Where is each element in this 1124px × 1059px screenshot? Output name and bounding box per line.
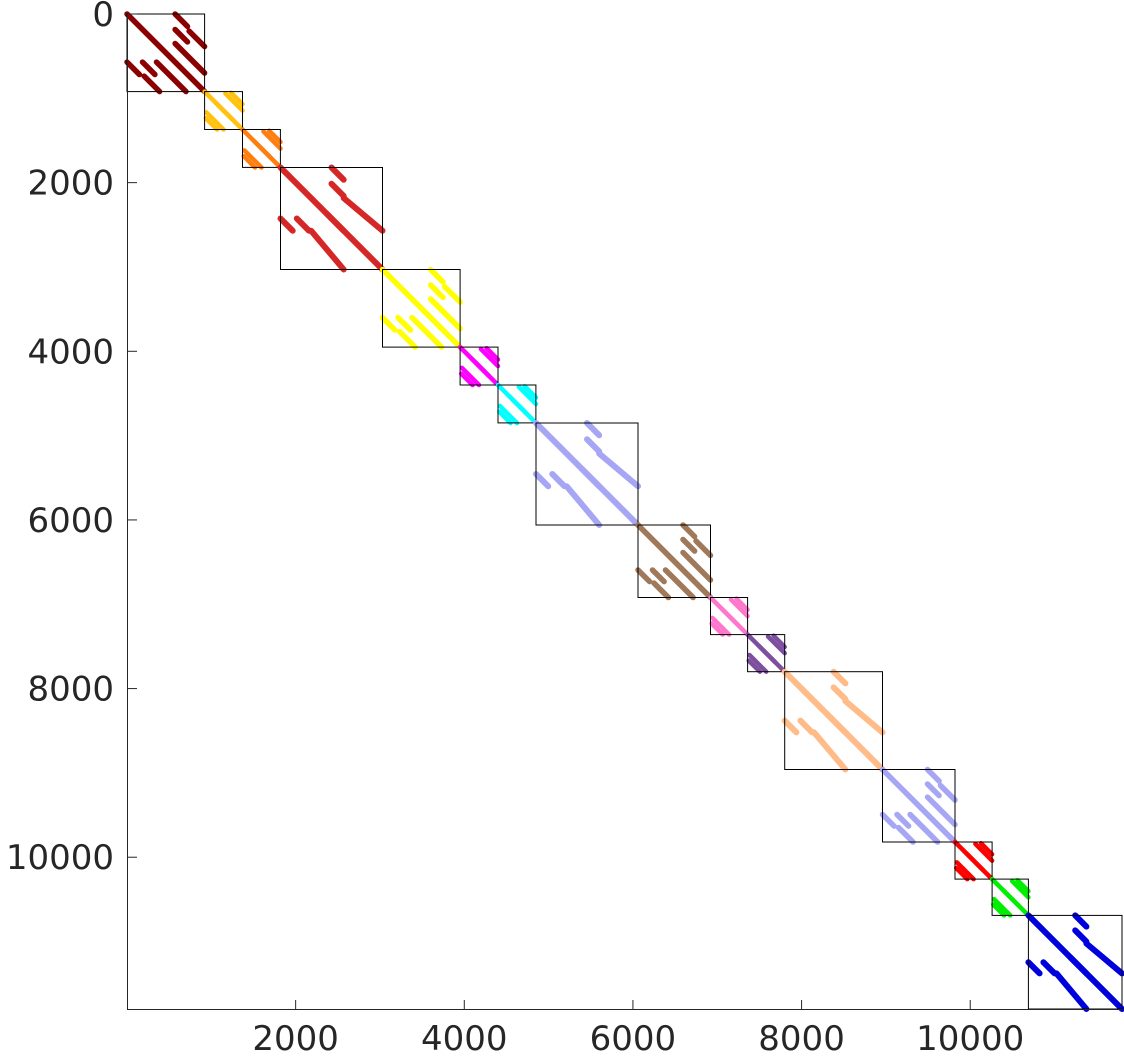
block-12-nonzero-band-6 [800, 721, 812, 733]
block-13-nonzero-band-7 [897, 815, 909, 827]
block-11-nonzero-band-6 [759, 646, 776, 663]
block-5-nonzero-band-9 [400, 332, 416, 348]
block-13-nonzero-band-3 [928, 784, 940, 796]
block-13-nonzero-band-2 [928, 770, 940, 782]
block-5-nonzero-band-2 [431, 270, 443, 282]
block-1-nonzero-band-6 [127, 62, 139, 74]
block-13-nonzero-band-6 [883, 815, 895, 827]
diagonal-block-4 [281, 168, 383, 270]
block-9-nonzero-band-3 [683, 540, 695, 552]
block-5-nonzero-band-6 [383, 318, 395, 330]
block-5-nonzero-band-1 [383, 270, 461, 348]
block-8-nonzero-band-2 [587, 423, 599, 435]
block-8-nonzero-band-7 [567, 486, 600, 525]
block-4-nonzero-band-8 [326, 213, 343, 230]
block-4-nonzero-band-5 [281, 219, 293, 231]
diagonal-block-11 [748, 635, 785, 672]
y-tick-label: 2000 [27, 164, 114, 204]
block-9-nonzero-band-5 [696, 541, 711, 556]
y-tick-labels: 0 2000 4000 6000 8000 10000 [6, 0, 137, 878]
block-16-nonzero-band-7 [1057, 973, 1087, 1009]
diagonal-block-13 [883, 770, 956, 843]
diagonal-block-10 [711, 598, 748, 635]
diagonal-block-16 [1028, 915, 1122, 1009]
block-8-nonzero-band-5 [536, 474, 548, 486]
x-tick-labels: 2000 4000 6000 8000 10000 [252, 1000, 1024, 1059]
block-5-nonzero-band-7 [398, 318, 410, 330]
block-12-nonzero-band-8 [829, 716, 846, 733]
diagonal-block-2 [205, 92, 243, 130]
block-16-nonzero-band-4 [1086, 944, 1122, 974]
block-9-nonzero-band-7 [653, 570, 665, 582]
block-4-nonzero-band-2 [332, 168, 344, 180]
block-2-nonzero-band-6 [216, 103, 233, 120]
diagonal-block-5 [383, 270, 461, 348]
diagonal-block-8 [536, 423, 638, 525]
block-10-nonzero-band-6 [722, 609, 739, 626]
block-9-nonzero-band-2 [683, 525, 695, 537]
block-1-nonzero-band-1 [127, 14, 205, 92]
diagonal-block-7 [498, 385, 536, 423]
block-1-nonzero-band-9 [144, 76, 160, 92]
block-8-nonzero-band-3 [587, 439, 599, 451]
y-tick-label: 8000 [27, 670, 114, 710]
block-4-nonzero-band-6 [297, 219, 309, 231]
blocks-layer [127, 14, 1122, 1009]
block-8-nonzero-band-4 [599, 454, 638, 487]
block-16-nonzero-band-2 [1075, 915, 1086, 926]
block-9-nonzero-band-6 [638, 570, 650, 582]
diagonal-block-15 [992, 879, 1028, 915]
diagonal-block-14 [955, 842, 992, 879]
x-tick-label: 4000 [421, 1019, 508, 1059]
diagonal-block-1 [127, 14, 205, 92]
block-1-nonzero-band-7 [143, 62, 155, 74]
block-16-nonzero-band-8 [1071, 958, 1087, 974]
y-tick-label: 4000 [27, 332, 114, 372]
block-12-nonzero-band-7 [814, 732, 845, 769]
block-1-nonzero-band-2 [175, 14, 187, 26]
block-4-nonzero-band-3 [332, 184, 344, 196]
block-5-nonzero-band-5 [445, 287, 461, 303]
diagonal-block-12 [785, 672, 883, 770]
x-tick-label: 2000 [252, 1019, 339, 1059]
block-14-nonzero-band-6 [966, 853, 983, 870]
block-12-nonzero-band-2 [834, 672, 846, 684]
block-13-nonzero-band-5 [941, 786, 956, 801]
block-4-nonzero-band-4 [344, 198, 383, 231]
diagonal-block-9 [638, 525, 711, 598]
block-16-nonzero-band-3 [1075, 930, 1086, 941]
block-3-nonzero-band-6 [254, 141, 271, 158]
block-12-nonzero-band-4 [845, 701, 882, 732]
x-tick-label: 8000 [758, 1019, 845, 1059]
block-8-nonzero-band-6 [552, 474, 564, 486]
diagonal-block-6 [460, 347, 498, 385]
block-16-nonzero-band-5 [1028, 962, 1039, 973]
block-9-nonzero-band-1 [638, 525, 711, 598]
block-9-nonzero-band-9 [654, 583, 669, 598]
y-tick-label: 0 [92, 0, 114, 35]
block-16-nonzero-band-6 [1043, 962, 1054, 973]
block-13-nonzero-band-1 [883, 770, 956, 843]
block-1-nonzero-band-5 [189, 31, 205, 46]
block-13-nonzero-band-9 [899, 828, 914, 843]
block-4-nonzero-band-7 [311, 231, 344, 270]
block-12-nonzero-band-3 [834, 687, 846, 699]
y-tick-label: 6000 [27, 501, 114, 541]
block-12-nonzero-band-5 [785, 721, 797, 733]
diagonal-block-3 [243, 130, 281, 168]
x-tick-label: 10000 [916, 1019, 1024, 1059]
block-5-nonzero-band-3 [431, 285, 443, 297]
block-1-nonzero-band-3 [175, 30, 187, 42]
block-7-nonzero-band-6 [509, 396, 526, 413]
block-15-nonzero-band-6 [1003, 890, 1019, 906]
block-8-nonzero-band-8 [582, 469, 599, 486]
x-tick-label: 6000 [590, 1019, 677, 1059]
block-6-nonzero-band-6 [472, 359, 489, 376]
y-tick-label: 10000 [6, 838, 114, 878]
